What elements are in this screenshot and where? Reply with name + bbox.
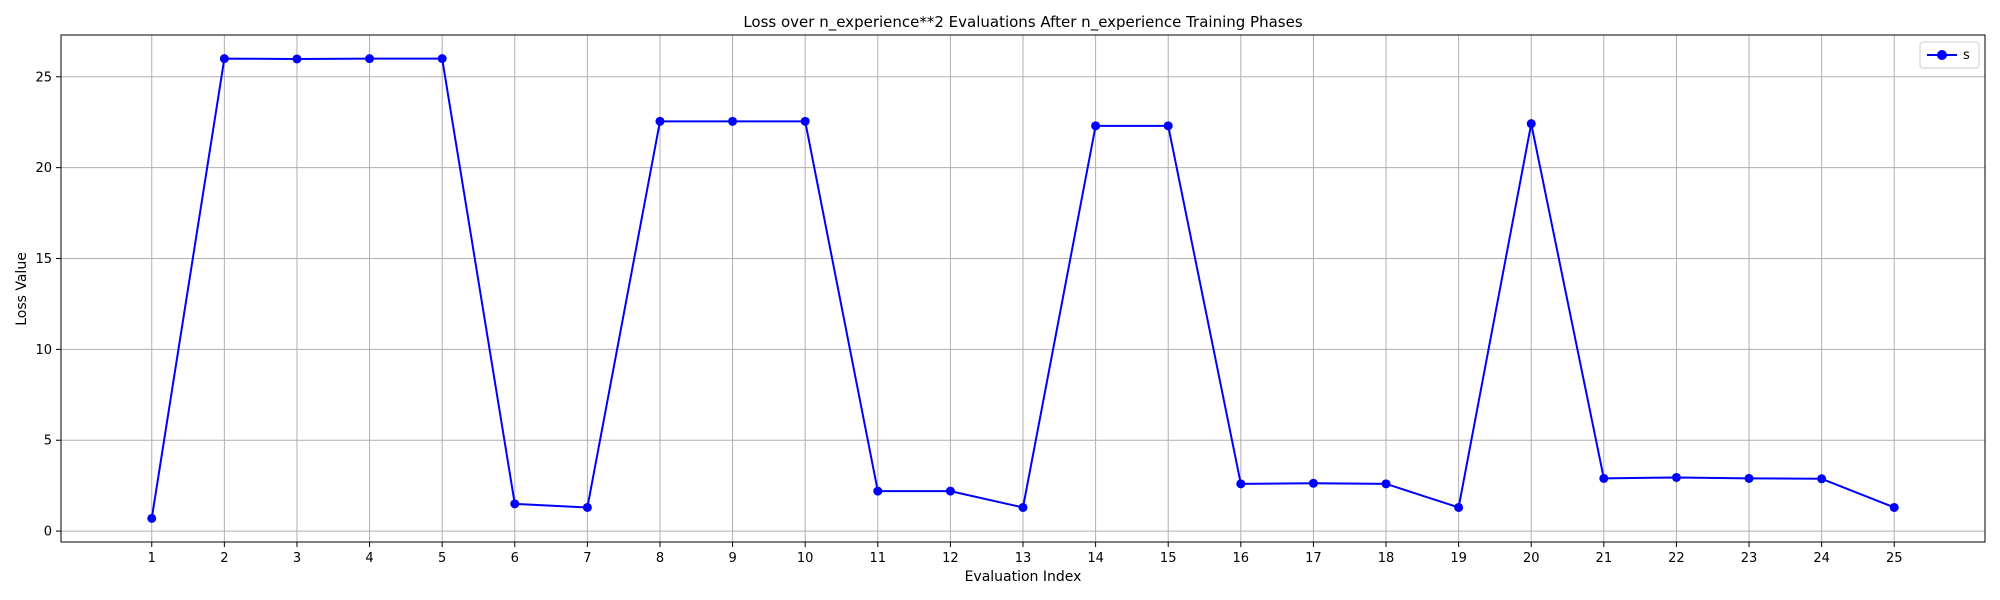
series-layer: [147, 54, 1899, 523]
data-point: [365, 54, 375, 64]
data-point: [292, 54, 302, 64]
data-point: [1671, 472, 1681, 482]
x-tick-label: 21: [1596, 551, 1613, 566]
x-tick-label: 9: [728, 551, 736, 566]
y-tick-label: 20: [35, 161, 52, 176]
data-point: [1817, 474, 1827, 484]
data-point: [1599, 473, 1609, 483]
legend-label: s: [1963, 48, 1970, 63]
x-tick-label: 15: [1160, 551, 1177, 566]
x-tick-label: 11: [870, 551, 887, 566]
x-tick-label: 16: [1233, 551, 1250, 566]
data-point: [510, 499, 520, 509]
y-tick-label: 15: [35, 252, 52, 267]
y-tick-label: 5: [44, 434, 52, 449]
y-axis-ticks: 0 5 10 15 20 25: [35, 70, 61, 540]
x-tick-label: 20: [1523, 551, 1540, 566]
data-point: [1163, 121, 1173, 131]
x-tick-label: 7: [583, 551, 591, 566]
chart-title: Loss over n_experience**2 Evaluations Af…: [743, 13, 1303, 32]
x-tick-label: 5: [438, 551, 446, 566]
data-point: [1889, 502, 1899, 512]
data-point: [1454, 502, 1464, 512]
data-point: [147, 513, 157, 523]
y-tick-label: 25: [35, 70, 52, 85]
y-tick-label: 0: [44, 525, 52, 540]
data-point: [437, 54, 447, 64]
grid: [61, 35, 1985, 542]
x-tick-label: 2: [220, 551, 228, 566]
data-point: [873, 486, 883, 496]
legend: s: [1919, 41, 1980, 69]
x-tick-label: 3: [293, 551, 301, 566]
data-point: [1018, 502, 1028, 512]
data-point: [728, 116, 738, 126]
data-point: [1091, 121, 1101, 131]
x-tick-label: 19: [1450, 551, 1467, 566]
y-axis-label: Loss Value: [14, 252, 30, 326]
data-point: [1744, 473, 1754, 483]
x-tick-label: 4: [365, 551, 373, 566]
x-tick-label: 24: [1813, 551, 1830, 566]
x-tick-label: 8: [656, 551, 664, 566]
x-tick-label: 22: [1668, 551, 1685, 566]
legend-marker-swatch: [1937, 50, 1947, 60]
x-tick-label: 1: [148, 551, 156, 566]
data-point: [582, 502, 592, 512]
x-tick-label: 12: [942, 551, 959, 566]
data-point: [945, 486, 955, 496]
x-tick-label: 10: [797, 551, 814, 566]
data-point: [1381, 479, 1391, 489]
data-point: [655, 116, 665, 126]
x-tick-label: 25: [1886, 551, 1903, 566]
data-point: [1236, 479, 1246, 489]
x-axis-ticks: 1 2 3 4 5 6 7 8 9 10 11 12 13 14 15 16 17 18 19 20 21 22 23 24 2…: [148, 542, 1903, 566]
data-point: [800, 116, 810, 126]
data-point: [219, 54, 229, 64]
x-tick-label: 23: [1741, 551, 1758, 566]
x-tick-label: 18: [1378, 551, 1395, 566]
data-point: [1308, 478, 1318, 488]
data-point: [1526, 119, 1536, 129]
x-axis-label: Evaluation Index: [965, 569, 1082, 585]
x-tick-label: 6: [511, 551, 519, 566]
x-tick-label: 14: [1087, 551, 1104, 566]
x-tick-label: 13: [1015, 551, 1032, 566]
y-tick-label: 10: [35, 343, 52, 358]
x-tick-label: 17: [1305, 551, 1322, 566]
